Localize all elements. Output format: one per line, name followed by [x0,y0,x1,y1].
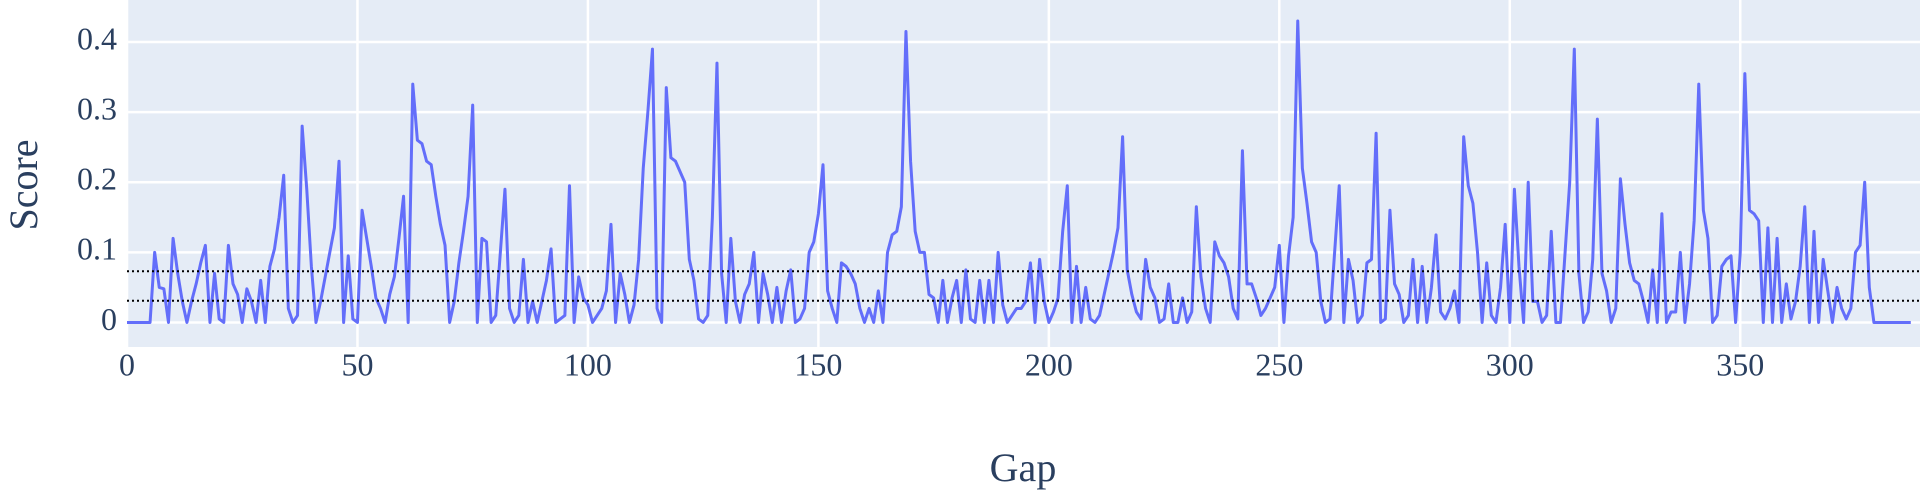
x-tick-label: 50 [341,346,373,382]
x-tick-label: 100 [564,346,612,382]
plot-background [127,0,1920,347]
x-tick-label: 150 [794,346,842,382]
line [127,19,1911,324]
x-tick-label: 300 [1486,346,1534,382]
x-tick-label: 350 [1716,346,1764,382]
y-axis-title: Score [1,139,46,230]
y-tick-label: 0.3 [77,91,117,127]
y-tick-label: 0.2 [77,161,117,197]
x-tick-label: 0 [119,346,135,382]
y-tick-label: 0 [101,301,117,337]
x-tick-label: 250 [1255,346,1303,382]
x-axis-title: Gap [990,445,1057,490]
x-tick-label: 200 [1025,346,1073,382]
y-tick-label: 0.4 [77,20,117,56]
y-tick-label: 0.1 [77,231,117,267]
